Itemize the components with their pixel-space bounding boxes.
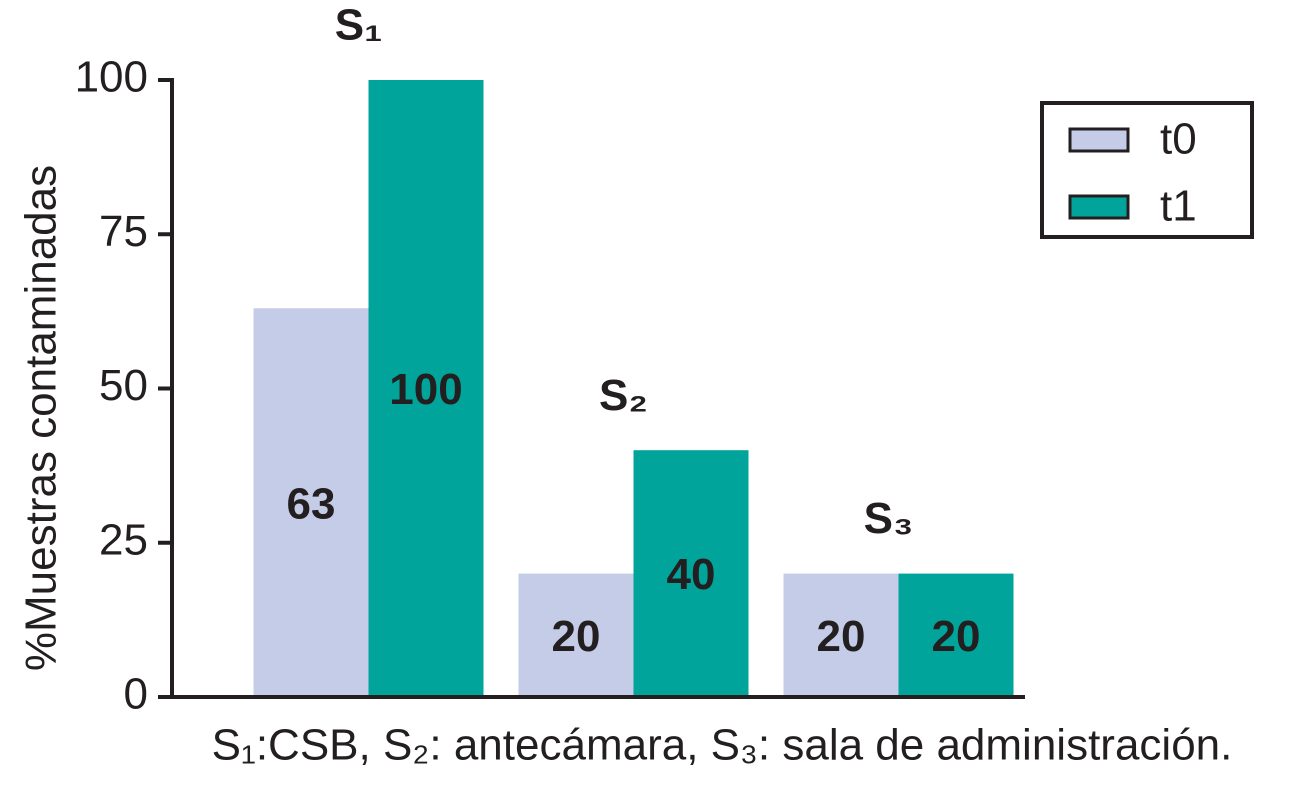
- value-label: 20: [817, 612, 866, 661]
- bar: [898, 573, 1014, 697]
- y-tick-label: 0: [124, 670, 148, 719]
- category-label: S₂: [599, 371, 648, 420]
- value-label: 63: [287, 479, 336, 528]
- legend-label: t1: [1160, 182, 1197, 231]
- legend-swatch: [1068, 194, 1130, 220]
- legend-label: t0: [1160, 115, 1197, 164]
- y-tick-label: 100: [75, 53, 148, 102]
- legend-swatch: [1068, 127, 1130, 153]
- y-tick-label: 75: [99, 207, 148, 256]
- bar: [368, 80, 484, 697]
- category-label: S₁: [335, 1, 383, 50]
- category-label: S₃: [864, 494, 914, 543]
- y-axis-label: %Muestras contaminadas: [17, 165, 66, 671]
- value-label: 100: [389, 365, 462, 414]
- value-label: 20: [552, 612, 601, 661]
- bar: [633, 450, 749, 697]
- value-label: 40: [667, 550, 716, 599]
- y-tick-label: 50: [99, 361, 148, 410]
- bar: [783, 573, 899, 697]
- y-tick-label: 25: [99, 515, 148, 564]
- bar: [253, 308, 369, 697]
- value-label: 20: [932, 612, 981, 661]
- footnote: S₁:CSB, S₂: antecámara, S₃: sala de admi…: [212, 721, 1233, 770]
- bar: [518, 573, 634, 697]
